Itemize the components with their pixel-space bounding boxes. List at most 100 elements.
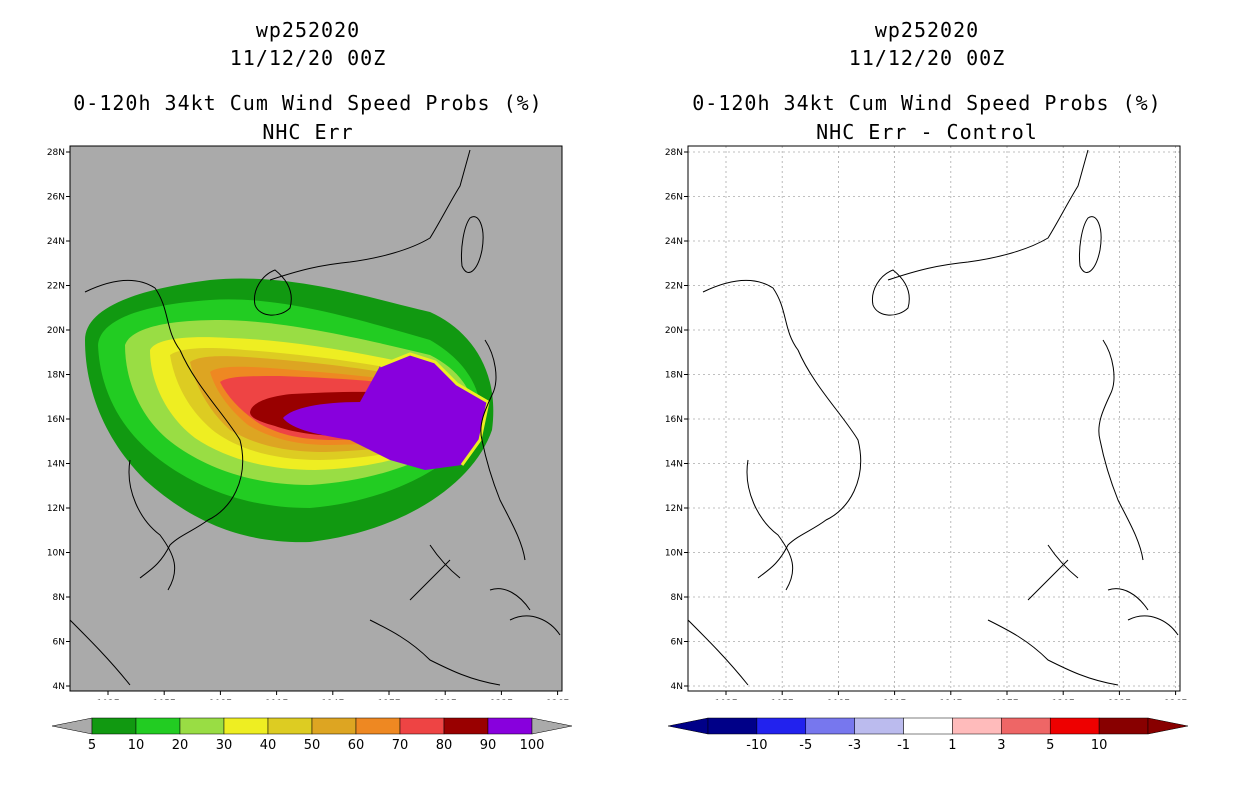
lon-label: 117E xyxy=(996,699,1019,700)
lat-label: 26N xyxy=(47,193,65,203)
lon-label: 105E xyxy=(153,699,176,700)
colorbar-swatch xyxy=(952,717,1002,735)
right-coastlines xyxy=(688,149,1179,686)
lat-label: 6N xyxy=(53,638,65,648)
left-map: 28N 26N 24N 22N 20N 18N 16N 14N 12N 10N 8N 6N 4N 102… xyxy=(47,145,569,700)
colorbar-swatch xyxy=(1049,717,1100,735)
lat-label: 22N xyxy=(47,282,65,292)
left-lon-axis: 102E 105E 108E 111E 114E 117E 120E 123E 126E xyxy=(97,691,569,700)
lat-label: 18N xyxy=(47,371,65,381)
lat-label: 10N xyxy=(47,549,65,559)
colorbar-swatch xyxy=(179,717,225,735)
colorbar-swatch xyxy=(399,717,445,735)
colorbar-high-triangle xyxy=(531,717,572,735)
colorbar-label: 50 xyxy=(303,738,321,753)
colorbar-low-triangle xyxy=(52,717,93,735)
lon-label: 120E xyxy=(434,699,457,700)
lat-label: 14N xyxy=(47,460,65,470)
lat-label: 16N xyxy=(47,415,65,425)
right-map: 28N 26N 24N 22N 20N 18N 16N 14N 12N 10N 8N 6N 4N 102… xyxy=(665,145,1187,700)
lat-label: 24N xyxy=(665,237,683,247)
colorbar-swatch xyxy=(135,717,181,735)
probability-swath xyxy=(85,278,494,543)
lon-label: 123E xyxy=(1108,699,1131,700)
lat-label: 6N xyxy=(671,638,683,648)
lat-label: 28N xyxy=(47,148,65,158)
right-title-storm: wp252020 xyxy=(874,18,980,42)
lon-label: 123E xyxy=(490,699,513,700)
colorbar-label: 10 xyxy=(1090,738,1108,753)
colorbar-swatch xyxy=(805,717,855,735)
right-title-date: 11/12/20 00Z xyxy=(848,46,1006,70)
lat-label: 10N xyxy=(665,549,683,559)
colorbar-swatch xyxy=(443,717,489,735)
lat-label: 12N xyxy=(665,504,683,514)
right-lat-axis: 28N 26N 24N 22N 20N 18N 16N 14N 12N 10N 8N 6N 4N xyxy=(665,148,688,692)
colorbar-label: 40 xyxy=(259,738,277,753)
prob-edge-highlight xyxy=(379,352,490,466)
colorbar-label: 1 xyxy=(948,738,957,753)
lat-label: 26N xyxy=(665,193,683,203)
lat-label: 14N xyxy=(665,460,683,470)
colorbar-swatch xyxy=(1098,717,1149,735)
right-title-product: 0-120h 34kt Cum Wind Speed Probs (%) xyxy=(692,91,1162,115)
colorbar-label: 60 xyxy=(347,738,365,753)
lat-label: 24N xyxy=(47,237,65,247)
lon-label: 114E xyxy=(939,699,962,700)
colorbar-label: 10 xyxy=(127,738,145,753)
prob-band-100 xyxy=(283,354,488,470)
left-title-subtitle: NHC Err xyxy=(262,120,354,144)
colorbar-swatch xyxy=(487,717,533,735)
right-lon-axis: 102E 105E 108E 111E 114E 117E 120E 123E 126E xyxy=(715,691,1187,700)
colorbar-label: 30 xyxy=(215,738,233,753)
colorbar-label: 90 xyxy=(479,738,497,753)
lon-label: 102E xyxy=(97,699,120,700)
lat-label: 28N xyxy=(665,148,683,158)
lat-label: 12N xyxy=(47,504,65,514)
lon-label: 117E xyxy=(378,699,401,700)
lon-label: 126E xyxy=(546,699,569,700)
lon-label: 108E xyxy=(209,699,232,700)
lat-label: 4N xyxy=(53,682,65,692)
lon-label: 108E xyxy=(827,699,850,700)
lon-label: 111E xyxy=(883,699,906,700)
colorbar-label: 80 xyxy=(435,738,453,753)
lat-label: 8N xyxy=(671,593,683,603)
colorbar-swatch xyxy=(355,717,401,735)
colorbar-label: -1 xyxy=(897,738,911,753)
left-title-storm: wp252020 xyxy=(255,18,361,42)
right-title-subtitle: NHC Err - Control xyxy=(816,120,1038,144)
left-colorbar xyxy=(52,717,572,735)
colorbar-label: 70 xyxy=(391,738,409,753)
left-lat-axis: 28N 26N 24N 22N 20N 18N 16N 14N 12N 10N 8N 6N 4N xyxy=(47,148,70,692)
lon-label: 111E xyxy=(265,699,288,700)
colorbar-swatch xyxy=(223,717,269,735)
colorbar-label: -3 xyxy=(848,738,862,753)
colorbar-label: 100 xyxy=(519,738,545,753)
colorbar-label: -10 xyxy=(746,738,768,753)
lon-label: 126E xyxy=(1164,699,1187,700)
lat-label: 4N xyxy=(671,682,683,692)
colorbar-swatch xyxy=(707,717,758,735)
colorbar-swatch xyxy=(756,717,807,735)
colorbar-swatch xyxy=(267,717,313,735)
colorbar-swatch xyxy=(91,717,137,735)
lon-label: 114E xyxy=(321,699,344,700)
right-map-grid xyxy=(688,146,1180,691)
colorbar-high-triangle xyxy=(1147,717,1188,735)
colorbar-label: 3 xyxy=(997,738,1006,753)
colorbar-swatch xyxy=(903,717,953,735)
left-title-date: 11/12/20 00Z xyxy=(229,46,387,70)
lat-label: 22N xyxy=(665,282,683,292)
colorbar-label: -5 xyxy=(799,738,813,753)
colorbar-swatch xyxy=(854,717,904,735)
lon-label: 105E xyxy=(771,699,794,700)
colorbar-low-triangle xyxy=(668,717,709,735)
lat-label: 16N xyxy=(665,415,683,425)
colorbar-swatch xyxy=(1001,717,1051,735)
colorbar-label: 20 xyxy=(171,738,189,753)
colorbar-swatch xyxy=(311,717,357,735)
lat-label: 20N xyxy=(665,326,683,336)
right-map-background xyxy=(688,146,1180,691)
colorbar-label: 5 xyxy=(87,738,97,753)
